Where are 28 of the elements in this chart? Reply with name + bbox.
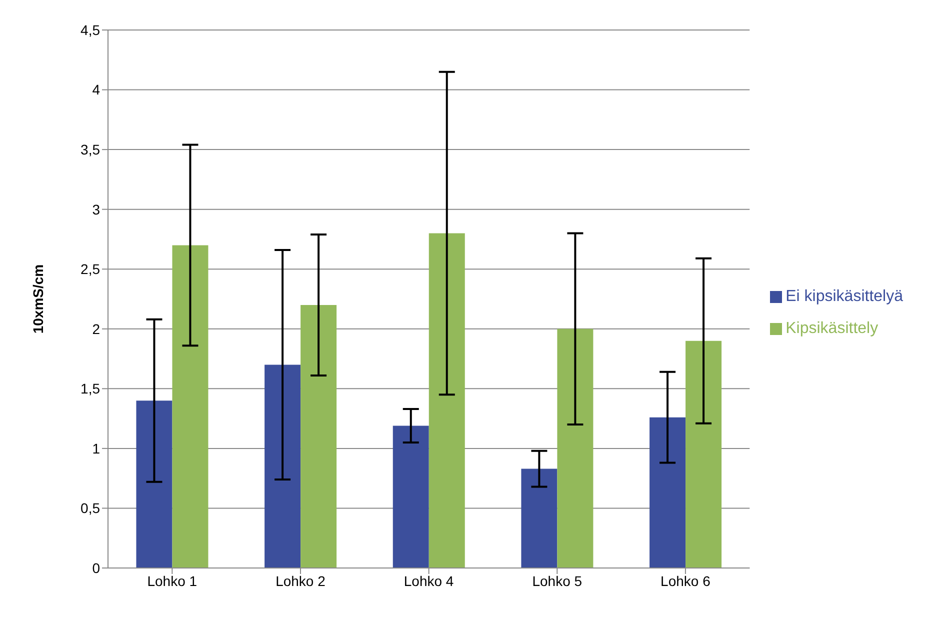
bar	[264, 364, 301, 568]
bar	[300, 304, 337, 568]
bar	[686, 340, 722, 568]
y-tick-label: 0	[92, 560, 100, 576]
bar	[650, 417, 686, 568]
x-tick-label: Lohko 4	[404, 572, 454, 589]
bar	[557, 328, 594, 568]
bar	[521, 468, 558, 568]
legend-label: Kipsikäsittely	[786, 320, 878, 337]
y-tick-label: 3,5	[80, 142, 100, 158]
bar	[136, 400, 172, 568]
y-tick-label: 1	[92, 440, 100, 456]
y-tick-label: 3	[92, 201, 100, 218]
legend-label: Ei kipsikäsittelyä	[786, 288, 903, 305]
y-axis-title: 10xmS/cm	[30, 264, 46, 334]
bar	[172, 245, 208, 568]
y-tick-label: 4	[92, 82, 100, 98]
x-tick-label: Lohko 2	[276, 572, 326, 589]
y-tick-label: 2,5	[80, 261, 100, 278]
x-tick-label: Lohko 1	[147, 572, 198, 589]
bar	[428, 233, 465, 568]
y-tick-label: 0,5	[80, 500, 100, 516]
y-tick-label: 1,5	[80, 380, 100, 397]
x-tick-label: Lohko 6	[660, 572, 711, 589]
bar	[392, 426, 429, 568]
x-tick-label: Lohko 5	[532, 572, 582, 589]
y-tick-label: 2	[92, 320, 100, 337]
y-tick-label: 4,5	[80, 22, 100, 38]
